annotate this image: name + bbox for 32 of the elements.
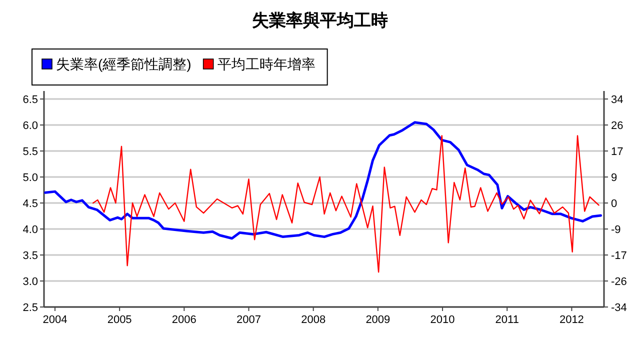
y2-tick-label: 9 (611, 172, 618, 184)
y2-tick-label: -9 (611, 224, 621, 236)
x-tick-label: 2006 (172, 314, 196, 326)
y2-tick-label: 34 (611, 94, 624, 106)
x-tick-label: 2010 (430, 314, 455, 326)
y2-tick-label: 17 (611, 146, 624, 158)
y-tick-label: 4.5 (22, 198, 38, 210)
y-tick-label: 2.5 (22, 302, 38, 314)
y-tick-label: 6.5 (22, 94, 38, 106)
y-tick-label: 3.0 (22, 276, 38, 288)
chart-title: 失業率與平均工時 (252, 11, 388, 30)
y-tick-label: 3.5 (22, 250, 38, 262)
y-tick-label: 5.5 (22, 146, 38, 158)
y2-tick-label: 0 (611, 198, 618, 210)
x-tick-label: 2008 (301, 314, 326, 326)
x-tick-label: 2005 (107, 314, 132, 326)
y2-tick-label: 26 (611, 120, 624, 132)
y-tick-label: 5.0 (22, 172, 38, 184)
x-tick-label: 2011 (495, 314, 519, 326)
y2-tick-label: -17 (611, 250, 627, 262)
y-tick-label: 4.0 (22, 224, 38, 236)
y2-tick-label: -34 (611, 302, 627, 314)
legend-label: 平均工時年增率 (217, 56, 316, 72)
x-tick-label: 2004 (42, 314, 68, 326)
line-series (44, 121, 602, 240)
legend-label: 失業率(經季節性調整) (56, 56, 192, 72)
x-tick-label: 2007 (236, 314, 261, 326)
x-tick-label: 2012 (559, 314, 584, 326)
line-series (92, 135, 600, 273)
y-tick-label: 6.0 (22, 120, 38, 132)
y2-tick-label: -26 (611, 276, 627, 288)
x-tick-label: 2009 (366, 314, 390, 326)
